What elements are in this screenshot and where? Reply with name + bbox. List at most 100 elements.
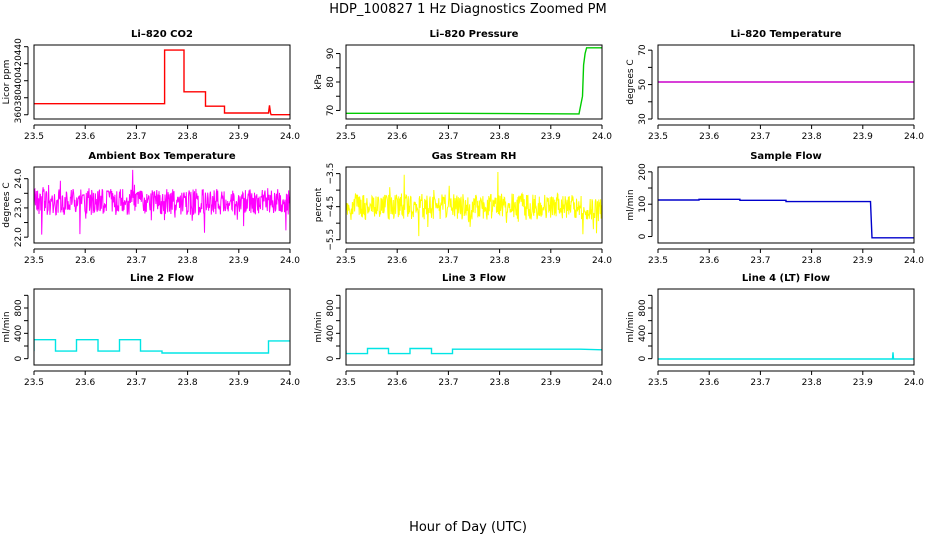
x-tick-label: 23.9 — [541, 132, 561, 142]
x-tick-label: 23.8 — [490, 132, 510, 142]
x-axis-sampleflow: 23.5 23.6 23.7 23.8 23.9 24.0 — [648, 248, 924, 266]
y-tick-label: 90 — [326, 48, 336, 60]
line-pressure — [346, 47, 602, 115]
panel-title-line4: Line 4 (LT) Flow — [742, 273, 830, 284]
line-rh — [346, 171, 602, 237]
y-tick-label: −4.5 — [326, 196, 336, 218]
y-tick-label: 380 — [14, 89, 24, 106]
y-tick-label: 800 — [14, 299, 24, 316]
figure-title: HDP_100827 1 Hz Diagnostics Zoomed PM — [329, 2, 607, 17]
x-tick-label: 23.9 — [853, 256, 873, 266]
plot-frame-line4 — [657, 288, 915, 366]
series-rh — [346, 171, 602, 237]
x-tick-label: 23.9 — [229, 378, 249, 388]
x-axis-ambient: 23.5 23.6 23.7 23.8 23.9 24.0 — [24, 248, 300, 266]
x-tick-label: 23.8 — [802, 378, 822, 388]
x-tick-label: 23.8 — [490, 256, 510, 266]
y-tick-label: 800 — [326, 299, 336, 316]
x-tick-label: 24.0 — [592, 132, 612, 142]
y-axis-label-ambient: degrees C — [2, 182, 12, 227]
x-tick-label: 23.6 — [387, 378, 407, 388]
panel-title-co2: Li–820 CO2 — [131, 29, 193, 40]
y-tick-label: 360 — [14, 106, 24, 123]
x-tick-label: 23.8 — [490, 378, 510, 388]
x-tick-label: 23.5 — [648, 256, 668, 266]
y-tick-label: 420 — [14, 55, 24, 72]
y-tick-label: 400 — [14, 324, 24, 341]
x-tick-label: 23.7 — [750, 132, 770, 142]
y-tick-label: 400 — [638, 324, 648, 341]
x-axis-line2: 23.5 23.6 23.7 23.8 23.9 24.0 — [24, 370, 300, 388]
x-tick-label: 23.9 — [853, 132, 873, 142]
y-tick-label: 100 — [638, 195, 648, 212]
y-tick-label: 0 — [638, 356, 648, 362]
y-axis-label-line3: ml/min — [314, 311, 324, 342]
line-ambient — [34, 169, 290, 235]
x-tick-label: 23.9 — [541, 256, 561, 266]
x-tick-label: 23.8 — [802, 256, 822, 266]
x-axis-rh: 23.5 23.6 23.7 23.8 23.9 24.0 — [336, 248, 612, 266]
x-tick-label: 23.7 — [438, 256, 458, 266]
x-tick-label: 23.7 — [126, 132, 146, 142]
x-tick-label: 23.5 — [24, 256, 44, 266]
x-tick-label: 24.0 — [904, 378, 924, 388]
x-tick-label: 24.0 — [280, 378, 300, 388]
x-axis-pressure: 23.5 23.6 23.7 23.8 23.9 24.0 — [336, 124, 612, 142]
panel-title-line2: Line 2 Flow — [130, 273, 194, 284]
panel-rh: Gas Stream RH percent 23.5 23.6 23.7 23.8 23.9… — [314, 151, 612, 266]
x-tick-label: 23.5 — [336, 132, 356, 142]
x-tick-label: 23.8 — [178, 378, 198, 388]
y-tick-label: 50 — [638, 79, 648, 91]
plot-frame-temperature — [657, 44, 915, 120]
series-line3 — [346, 347, 602, 355]
panel-ambient: Ambient Box Temperature degrees C 23.5 23.6… — [2, 151, 300, 266]
x-tick-label: 23.5 — [648, 132, 668, 142]
x-tick-label: 23.9 — [853, 378, 873, 388]
y-axis-label-line4: ml/min — [626, 311, 636, 342]
x-axis-temperature: 23.5 23.6 23.7 23.8 23.9 24.0 — [648, 124, 924, 142]
series-ambient — [34, 169, 290, 235]
x-tick-label: 23.7 — [126, 378, 146, 388]
line-line4 — [658, 352, 914, 360]
x-tick-label: 23.8 — [178, 132, 198, 142]
plot-frame-rh — [345, 166, 603, 244]
y-axis-line4: 0 400 800 — [638, 294, 653, 362]
y-axis-label-rh: percent — [314, 187, 324, 222]
plot-frame-line3 — [345, 288, 603, 366]
plot-frame-ambient — [33, 166, 291, 244]
y-tick-label: 30 — [638, 113, 648, 125]
panel-line2: Line 2 Flow ml/min 23.5 23.6 23.7 23.8 23.9 24.… — [2, 273, 300, 388]
y-tick-label: 400 — [14, 72, 24, 89]
y-tick-label: 70 — [638, 44, 648, 56]
x-tick-label: 23.6 — [699, 378, 719, 388]
panel-pressure: Li–820 Pressure kPa 23.5 23.6 23.7 23.8 23.9 24… — [314, 29, 612, 142]
y-tick-label: 0 — [638, 233, 648, 239]
y-axis-ambient: 22.0 23.0 24.0 — [14, 168, 29, 247]
y-axis-label-temperature: degrees C — [626, 59, 636, 104]
y-axis-label-line2: ml/min — [2, 311, 12, 342]
line-co2 — [34, 49, 290, 116]
plot-frame-pressure — [345, 44, 603, 120]
y-tick-label: 0 — [14, 356, 24, 362]
x-tick-label: 23.5 — [648, 378, 668, 388]
y-tick-label: 400 — [326, 324, 336, 341]
x-tick-label: 23.6 — [75, 256, 95, 266]
x-tick-label: 23.5 — [336, 378, 356, 388]
series-co2 — [34, 49, 290, 116]
plot-frame-line2 — [33, 288, 291, 366]
y-axis-label-co2: Licor ppm — [2, 60, 12, 105]
x-tick-label: 23.5 — [336, 256, 356, 266]
x-tick-label: 23.5 — [24, 378, 44, 388]
y-tick-label: 200 — [638, 163, 648, 180]
y-axis-label-sampleflow: ml/min — [626, 189, 636, 220]
y-tick-label: 23.0 — [14, 198, 24, 218]
x-tick-label: 23.7 — [438, 378, 458, 388]
y-axis-line3: 0 400 800 — [326, 294, 341, 362]
y-tick-label: 80 — [326, 76, 336, 88]
y-tick-label: 22.0 — [14, 227, 24, 247]
x-tick-label: 24.0 — [904, 132, 924, 142]
y-axis-pressure: 70 80 90 — [326, 48, 341, 116]
